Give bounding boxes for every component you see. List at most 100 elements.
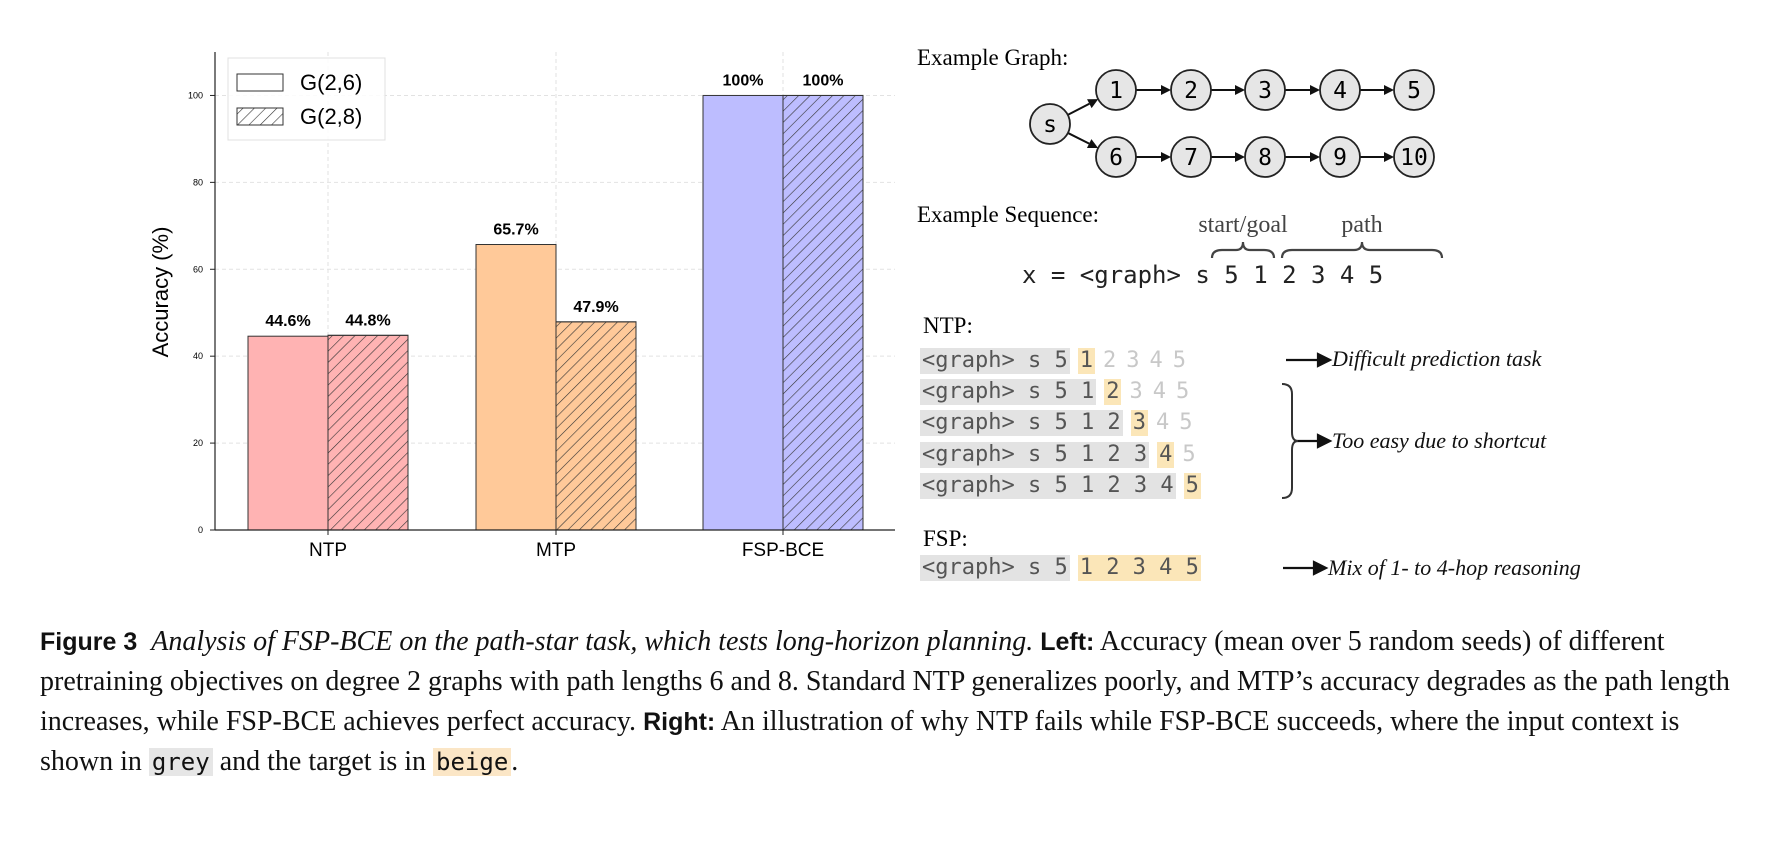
graph-edge-head — [1235, 152, 1245, 162]
future-token: 3 — [1126, 347, 1140, 373]
caption-left-text: Accuracy (mean over 5 random seeds) of d… — [40, 626, 1730, 737]
target-token: 5 — [1183, 472, 1201, 499]
graph-edge — [1067, 132, 1090, 145]
data-label: 100% — [803, 72, 844, 89]
future-token: 5 — [1172, 347, 1186, 373]
x-tick-label: FSP-BCE — [742, 540, 824, 561]
graph-node-9-label: 9 — [1333, 145, 1347, 171]
graph-node-4 — [1319, 69, 1361, 111]
bar-fsp-bce-g26 — [702, 94, 784, 531]
context-block: <graph> s 5 1 2 3 — [920, 441, 1150, 468]
caption-right-text: An illustration of why NTP fails while F… — [40, 706, 1680, 777]
ntp-sequence-row: <graph> s 5 1 2 3 4 5 — [920, 472, 1201, 499]
graph-node-2 — [1170, 69, 1212, 111]
caption-figure-number: Figure 3 — [40, 628, 138, 656]
y-axis-label: Accuracy (%) — [148, 227, 173, 358]
future-token: 4 — [1149, 347, 1163, 373]
target-block: 1 2 3 4 5 — [1077, 554, 1201, 581]
example-graph: 1 2 3 4 5 6 7 8 9 10 s — [1029, 69, 1435, 178]
graph-edge-head — [1310, 152, 1320, 162]
graph-edge-head — [1161, 152, 1171, 162]
legend-label-g28: G(2,8) — [300, 104, 362, 129]
graph-node-6 — [1095, 136, 1137, 178]
context-block: <graph> s 5 1 — [920, 378, 1097, 405]
fsp-sequence-row: <graph> s 5 1 2 3 4 5 — [920, 554, 1201, 581]
annotation-arrows — [1283, 352, 1333, 576]
annotation-too-easy: Too easy due to shortcut — [1332, 428, 1547, 453]
graph-node-s — [1029, 103, 1071, 145]
graph-node-3 — [1244, 69, 1286, 111]
y-tick-label: 40 — [193, 351, 203, 361]
figure-caption: Figure 3 Analysis of FSP-BCE on the path… — [40, 622, 1740, 782]
graph-edge-head — [1086, 139, 1099, 149]
y-ticks: 0 20 40 60 80 100 — [188, 90, 215, 535]
future-token: 2 — [1102, 347, 1117, 373]
chart-legend: G(2,6) G(2,8) — [227, 57, 386, 141]
accuracy-bar-chart: 0 20 40 60 80 100 NTP MTP FSP-BCE 44.6% 44.8% 65.… — [148, 45, 1444, 576]
graph-node-6-label: 6 — [1109, 145, 1123, 171]
x-ticks: NTP MTP FSP-BCE — [309, 530, 824, 561]
target-token: 2 — [1104, 378, 1122, 405]
graph-edge-head — [1384, 152, 1394, 162]
graph-edge-head — [1087, 99, 1099, 109]
y-tick-label: 100 — [188, 90, 203, 100]
fsp-label: FSP: — [923, 526, 968, 551]
target-token: 1 — [1077, 347, 1095, 374]
future-token: 5 — [1179, 409, 1193, 435]
legend-swatch-plain — [236, 73, 284, 92]
brace-path — [1280, 241, 1444, 259]
y-tick-label: 60 — [193, 264, 203, 274]
graph-edge-head — [1235, 85, 1245, 95]
legend-box — [227, 57, 386, 141]
graph-node-5-label: 5 — [1407, 78, 1421, 104]
context-block: <graph> s 5 — [920, 347, 1070, 374]
graph-node-10 — [1393, 136, 1435, 178]
graph-edge — [1067, 102, 1090, 116]
caption-mid-text: and the target is in — [219, 746, 427, 777]
example-sequence-label: Example Sequence: — [917, 202, 1099, 227]
caption-title: Analysis of FSP-BCE on the path-star tas… — [151, 626, 1034, 657]
ntp-shortcut-brace — [1281, 383, 1299, 499]
caption-left-label: Left: — [1040, 628, 1095, 656]
data-label: 44.8% — [345, 312, 390, 329]
graph-node-9 — [1319, 136, 1361, 178]
future-token: 5 — [1175, 378, 1190, 404]
brace-label-start-goal: start/goal — [1198, 212, 1288, 238]
brace-label-path: path — [1341, 212, 1382, 238]
bar-hatch-overlay — [782, 94, 864, 531]
y-tick-label: 0 — [198, 525, 203, 535]
ntp-label: NTP: — [923, 313, 973, 338]
legend-swatch-hatched — [236, 107, 284, 126]
graph-edge-head — [1310, 85, 1320, 95]
target-token: 4 — [1157, 441, 1175, 468]
y-tick-label: 20 — [193, 438, 203, 448]
data-label: 65.7% — [493, 222, 538, 239]
annotation-mix: Mix of 1- to 4-hop reasoning — [1328, 555, 1581, 580]
context-block: <graph> s 5 1 2 — [920, 409, 1123, 436]
graph-node-5 — [1393, 69, 1435, 111]
brace-start-goal — [1210, 241, 1276, 259]
graph-node-1 — [1095, 69, 1137, 111]
future-token: 4 — [1152, 378, 1166, 404]
chart-bars — [247, 94, 864, 531]
example-sequence: x = <graph> s 5 1 2 3 4 5 — [1022, 261, 1383, 289]
future-token: 3 — [1129, 378, 1143, 404]
context-block: <graph> s 5 1 2 3 4 — [920, 472, 1176, 499]
bar-ntp-g26 — [247, 335, 329, 531]
target-token: 3 — [1130, 409, 1148, 436]
bar-hatch-overlay — [327, 334, 409, 531]
graph-node-8 — [1244, 136, 1286, 178]
bar-mtp-g26 — [475, 244, 557, 531]
annotation-difficult: Difficult prediction task — [1332, 346, 1542, 371]
future-token: 4 — [1155, 409, 1170, 435]
context-block: <graph> s 5 — [920, 554, 1070, 581]
future-token: 5 — [1182, 441, 1196, 467]
graph-node-4-label: 4 — [1333, 78, 1347, 104]
graph-edge-head — [1161, 85, 1171, 95]
graph-node-7 — [1170, 136, 1212, 178]
graph-node-10-label: 10 — [1400, 145, 1428, 171]
y-tick-label: 80 — [193, 177, 203, 187]
caption-grey-word: grey — [148, 748, 213, 776]
